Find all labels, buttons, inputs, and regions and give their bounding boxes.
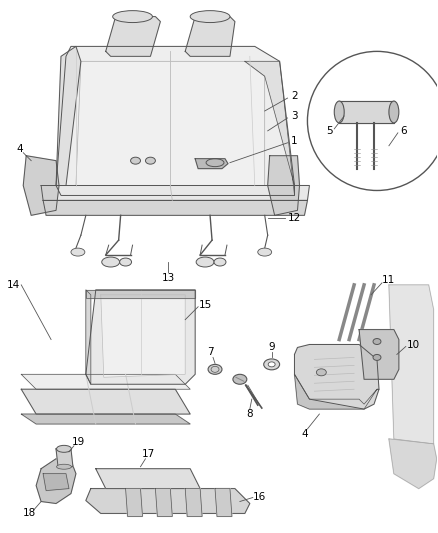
Polygon shape xyxy=(126,489,142,516)
Text: 8: 8 xyxy=(247,409,253,419)
Ellipse shape xyxy=(264,359,279,370)
Polygon shape xyxy=(268,156,300,215)
Ellipse shape xyxy=(334,101,344,123)
Polygon shape xyxy=(155,489,172,516)
Ellipse shape xyxy=(268,362,275,367)
Polygon shape xyxy=(294,344,379,409)
Ellipse shape xyxy=(113,11,152,22)
Text: 15: 15 xyxy=(198,300,212,310)
Text: 6: 6 xyxy=(400,126,407,136)
Polygon shape xyxy=(21,414,190,424)
Text: 2: 2 xyxy=(291,91,298,101)
Ellipse shape xyxy=(57,464,71,469)
Polygon shape xyxy=(76,61,265,185)
Polygon shape xyxy=(215,489,232,516)
Ellipse shape xyxy=(208,365,222,374)
Ellipse shape xyxy=(190,11,230,22)
Polygon shape xyxy=(36,459,76,504)
Polygon shape xyxy=(21,374,190,389)
Text: 3: 3 xyxy=(291,111,298,121)
Text: 11: 11 xyxy=(382,275,396,285)
Text: 14: 14 xyxy=(7,280,20,290)
Polygon shape xyxy=(86,489,250,513)
Polygon shape xyxy=(245,61,294,196)
Text: 9: 9 xyxy=(268,343,275,352)
Text: 10: 10 xyxy=(407,340,420,350)
Text: 12: 12 xyxy=(288,213,301,223)
Ellipse shape xyxy=(389,101,399,123)
Text: 4: 4 xyxy=(301,429,308,439)
Text: 17: 17 xyxy=(142,449,155,459)
Text: 7: 7 xyxy=(207,348,213,358)
Polygon shape xyxy=(101,295,185,377)
Ellipse shape xyxy=(131,157,141,164)
Polygon shape xyxy=(23,156,59,215)
Polygon shape xyxy=(86,290,195,384)
Polygon shape xyxy=(339,101,394,123)
Polygon shape xyxy=(185,17,235,56)
Ellipse shape xyxy=(71,248,85,256)
Ellipse shape xyxy=(258,248,272,256)
Polygon shape xyxy=(56,46,294,196)
Circle shape xyxy=(307,51,438,190)
Text: 13: 13 xyxy=(162,273,175,283)
Polygon shape xyxy=(389,439,437,489)
Polygon shape xyxy=(86,290,195,298)
Polygon shape xyxy=(389,285,434,444)
Ellipse shape xyxy=(57,446,71,453)
Text: 1: 1 xyxy=(291,136,298,146)
Polygon shape xyxy=(86,290,91,384)
Polygon shape xyxy=(294,374,379,409)
Ellipse shape xyxy=(316,369,326,376)
Text: 19: 19 xyxy=(72,437,85,447)
Ellipse shape xyxy=(214,258,226,266)
Polygon shape xyxy=(21,389,190,414)
Polygon shape xyxy=(43,474,69,490)
Text: 4: 4 xyxy=(16,144,23,154)
Polygon shape xyxy=(56,449,73,467)
Ellipse shape xyxy=(145,157,155,164)
Ellipse shape xyxy=(102,257,120,267)
Polygon shape xyxy=(359,329,399,379)
Polygon shape xyxy=(96,469,200,489)
Polygon shape xyxy=(41,185,309,200)
Polygon shape xyxy=(56,46,81,185)
Text: 16: 16 xyxy=(253,491,266,502)
Polygon shape xyxy=(43,200,307,215)
Text: 18: 18 xyxy=(23,508,36,519)
Ellipse shape xyxy=(120,258,131,266)
Ellipse shape xyxy=(233,374,247,384)
Polygon shape xyxy=(185,489,202,516)
Polygon shape xyxy=(106,17,160,56)
Ellipse shape xyxy=(196,257,214,267)
Ellipse shape xyxy=(373,338,381,344)
Polygon shape xyxy=(195,159,228,168)
Text: 5: 5 xyxy=(326,126,332,136)
Ellipse shape xyxy=(373,354,381,360)
